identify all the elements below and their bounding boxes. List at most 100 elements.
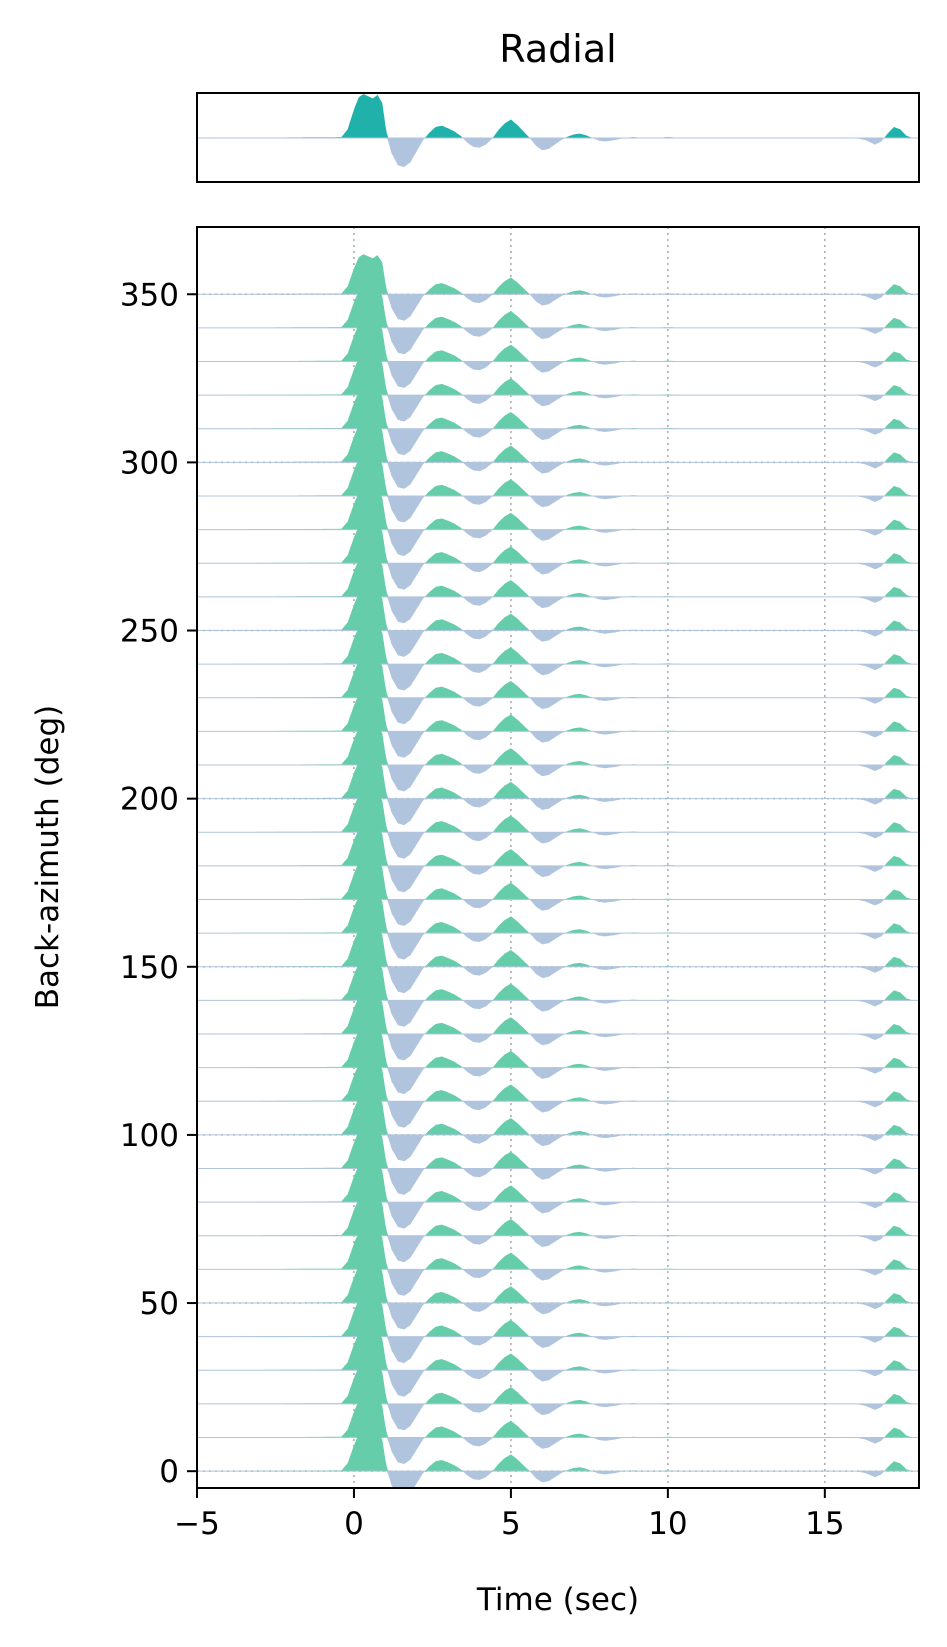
x-tick-label: 15 <box>805 1506 844 1542</box>
x-tick-label: 5 <box>501 1506 521 1542</box>
traces-panel: −5 0 5 10 15 0 50 100 150 200 250 300 350 <box>120 226 920 1542</box>
chart-title: Radial <box>499 27 616 71</box>
trace-positive-fill <box>197 556 919 597</box>
trace-positive-fill <box>197 1027 919 1068</box>
trace-90 <box>197 1128 919 1195</box>
trace-positive-fill <box>197 523 919 564</box>
trace-40 <box>197 1296 919 1364</box>
trace-positive-fill <box>197 287 919 328</box>
trace-positive-fill <box>197 1229 919 1270</box>
trace-negative-fill <box>197 1134 919 1162</box>
trace-negative-fill <box>197 428 919 456</box>
y-tick-label: 150 <box>120 950 179 986</box>
trace-positive-fill <box>197 1431 919 1472</box>
grid-lines <box>197 227 919 1488</box>
trace-210 <box>197 725 919 792</box>
trace-negative-fill <box>197 1168 919 1195</box>
trace-positive-fill <box>197 1162 919 1203</box>
trace-negative-fill <box>197 630 919 657</box>
trace-negative-fill <box>197 1437 919 1464</box>
trace-30 <box>197 1330 919 1397</box>
stack-panel <box>196 92 920 183</box>
trace-negative-fill <box>197 395 919 422</box>
trace-negative-fill <box>197 664 919 691</box>
trace-negative-fill <box>197 529 919 556</box>
trace-negative-fill <box>197 731 919 758</box>
trace-330 <box>197 321 919 388</box>
trace-negative-fill <box>197 361 919 388</box>
trace-negative-fill <box>197 1000 919 1027</box>
trace-negative-fill <box>197 1336 919 1364</box>
trace-negative-fill <box>197 966 919 994</box>
trace-negative-fill <box>197 294 919 321</box>
x-tick-label: −5 <box>174 1506 220 1542</box>
trace-negative-fill <box>197 697 919 725</box>
trace-80 <box>197 1162 919 1229</box>
trace-negative-fill <box>197 798 919 826</box>
trace-negative-fill <box>197 933 919 960</box>
trace-290 <box>197 456 919 523</box>
trace-positive-fill <box>197 489 919 530</box>
trace-160 <box>197 893 919 960</box>
trace-positive-fill <box>197 859 919 900</box>
trace-190 <box>197 792 919 859</box>
stack-panel-frame <box>196 92 920 183</box>
trace-negative-fill <box>197 596 919 624</box>
trace-positive-fill <box>197 624 919 665</box>
trace-positive-fill <box>197 758 919 799</box>
trace-negative-fill <box>197 1202 919 1229</box>
traces-panel-frame <box>196 226 920 1489</box>
trace-positive-fill <box>197 657 919 698</box>
trace-320 <box>197 355 919 422</box>
trace-70 <box>197 1195 919 1263</box>
trace-140 <box>197 960 919 1027</box>
trace-negative-fill <box>197 865 919 893</box>
trace-positive-fill <box>197 1128 919 1169</box>
trace-positive-fill <box>197 1061 919 1102</box>
trace-positive-fill <box>197 355 919 396</box>
trace-230 <box>197 657 919 725</box>
trace-270 <box>197 523 919 590</box>
trace-20 <box>197 1363 919 1431</box>
trace-negative-fill <box>197 1101 919 1128</box>
trace-positive-fill <box>197 1263 919 1304</box>
trace-50 <box>197 1263 919 1330</box>
trace-0 <box>197 1431 919 1488</box>
trace-positive-fill <box>197 893 919 934</box>
trace-fills <box>197 254 919 1488</box>
trace-positive-fill <box>197 1330 919 1371</box>
y-tick-label: 350 <box>120 277 179 313</box>
x-axis: −5 0 5 10 15 <box>174 1488 845 1542</box>
y-axis-label: Back-azimuth (deg) <box>30 705 66 1009</box>
stack-positive-fill <box>197 94 919 138</box>
trace-positive-fill <box>197 388 919 429</box>
x-axis-label: Time (sec) <box>476 1582 639 1618</box>
y-tick-label: 250 <box>120 614 179 650</box>
trace-positive-fill <box>197 825 919 866</box>
trace-120 <box>197 1027 919 1095</box>
trace-positive-fill <box>197 792 919 833</box>
trace-310 <box>197 388 919 456</box>
trace-negative-fill <box>197 496 919 523</box>
y-tick-label: 200 <box>120 782 179 818</box>
trace-negative-fill <box>197 1471 919 1488</box>
trace-250 <box>197 590 919 657</box>
trace-280 <box>197 489 919 556</box>
y-tick-label: 0 <box>159 1454 179 1490</box>
trace-130 <box>197 994 919 1061</box>
trace-220 <box>197 691 919 758</box>
trace-10 <box>197 1397 919 1464</box>
trace-negative-fill <box>197 327 919 355</box>
trace-180 <box>197 825 919 893</box>
x-tick-label: 0 <box>344 1506 364 1542</box>
trace-positive-fill <box>197 926 919 967</box>
trace-60 <box>197 1229 919 1296</box>
trace-170 <box>197 859 919 926</box>
trace-positive-fill <box>197 1296 919 1337</box>
trace-negative-fill <box>197 1034 919 1061</box>
trace-negative-fill <box>197 765 919 792</box>
trace-100 <box>197 1094 919 1162</box>
trace-negative-fill <box>197 899 919 926</box>
trace-negative-fill <box>197 1303 919 1330</box>
